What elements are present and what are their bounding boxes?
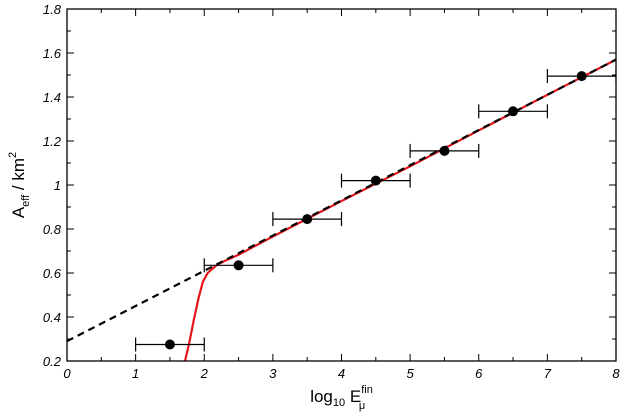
x-tick-label: 6 xyxy=(475,366,483,381)
y-axis-label-superscript: 2 xyxy=(7,152,19,158)
x-axis-label-superscript: fin xyxy=(361,384,373,396)
x-axis-label-base: log xyxy=(310,387,333,406)
y-tick-label: 1.4 xyxy=(43,90,61,105)
x-tick-label: 7 xyxy=(544,366,552,381)
x-tick-label: 4 xyxy=(338,366,345,381)
data-point xyxy=(576,71,587,82)
x-tick-label: 0 xyxy=(63,366,71,381)
y-tick-label: 1.2 xyxy=(43,134,62,149)
x-tick-label: 1 xyxy=(132,366,139,381)
y-tick-label: 0.2 xyxy=(43,354,62,369)
data-point xyxy=(439,145,450,156)
y-tick-label: 0.6 xyxy=(43,266,62,281)
y-axis-label: Aeff / km2 xyxy=(7,152,32,218)
x-tick-label: 3 xyxy=(269,366,277,381)
y-tick-label: 1 xyxy=(54,178,61,193)
axis-ticks: 0 1 2 3 4 5 6 7 8 0.2 0.4 0.6 0.8 1 1.2 1.4 1.6 1.8 xyxy=(43,2,620,381)
y-tick-label: 0.4 xyxy=(43,310,61,325)
x-tick-label: 2 xyxy=(200,366,209,381)
x-tick-label: 8 xyxy=(612,366,620,381)
data-point xyxy=(233,260,244,271)
y-tick-label: 1.8 xyxy=(43,2,62,17)
data-point xyxy=(508,106,519,117)
y-axis-label-rest: / km xyxy=(9,158,28,195)
x-axis-label-subscript: μ xyxy=(359,400,365,412)
x-axis-label-main: E xyxy=(345,387,361,406)
y-tick-label: 0.8 xyxy=(43,222,62,237)
data-point xyxy=(370,175,381,186)
data-point xyxy=(302,214,313,225)
red-curve xyxy=(183,58,616,361)
y-axis-label-subscript: eff xyxy=(20,194,32,207)
dashed-fit-line xyxy=(67,58,616,343)
x-axis-label: log10 Efin μ xyxy=(310,384,373,412)
y-tick-label: 1.6 xyxy=(43,46,62,61)
y-axis-label-main: A xyxy=(9,206,28,218)
x-tick-label: 5 xyxy=(407,366,415,381)
plot-area xyxy=(67,58,616,361)
plot-frame xyxy=(66,8,617,362)
x-axis-label-base-subscript: 10 xyxy=(333,397,345,409)
data-point xyxy=(164,339,175,350)
